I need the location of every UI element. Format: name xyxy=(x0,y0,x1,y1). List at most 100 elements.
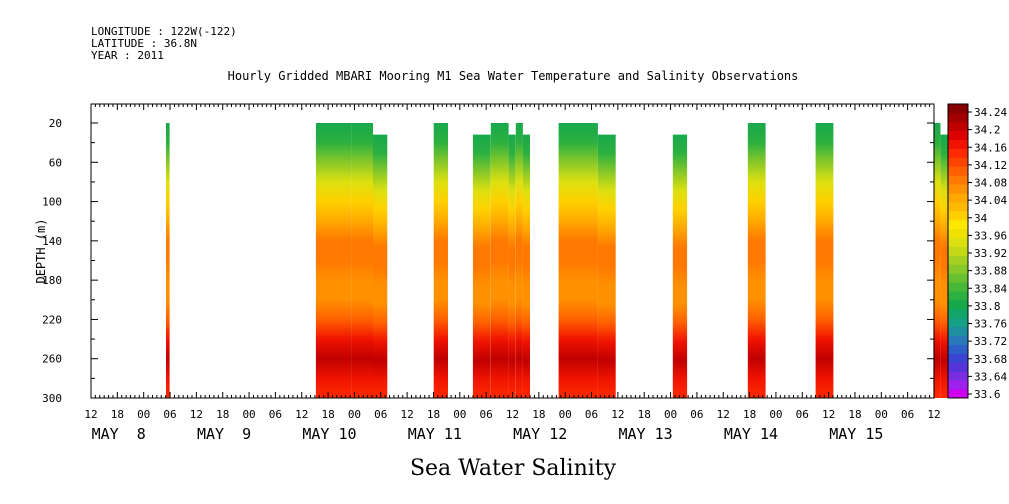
data-segment xyxy=(472,134,491,398)
colorbar-swatch xyxy=(948,210,968,221)
x-hour-label: 00 xyxy=(664,408,677,421)
x-hour-label: 06 xyxy=(901,408,914,421)
colorbar-swatch xyxy=(948,371,968,381)
colorbar-swatch xyxy=(948,175,968,185)
colorbar-swatch xyxy=(948,300,968,310)
data-segment xyxy=(672,134,688,398)
data-segment xyxy=(508,134,516,398)
colorbar-label: 34.16 xyxy=(974,141,1007,154)
colorbar-swatch xyxy=(948,130,968,141)
x-hour-label: 06 xyxy=(796,408,809,421)
colorbar-label: 33.64 xyxy=(974,370,1007,383)
colorbar-swatch xyxy=(948,166,968,176)
x-hour-label: 18 xyxy=(532,408,545,421)
year-label: YEAR : 2011 xyxy=(91,49,164,62)
x-hour-label: 12 xyxy=(190,408,203,421)
y-tick-label: 300 xyxy=(42,392,62,405)
x-date-label: MAY 9 xyxy=(197,425,251,443)
colorbar-swatch xyxy=(948,193,968,203)
x-date-label: MAY 14 xyxy=(724,425,778,443)
y-tick-label: 220 xyxy=(42,313,62,326)
colorbar-swatch xyxy=(948,273,968,283)
colorbar-swatch xyxy=(948,389,968,399)
colorbar-label: 34.12 xyxy=(974,159,1007,172)
colorbar-swatch xyxy=(948,255,968,265)
colorbar-swatch xyxy=(948,219,968,230)
x-hour-label: 12 xyxy=(84,408,97,421)
data-segment xyxy=(522,134,530,398)
x-hour-label: 18 xyxy=(111,408,124,421)
x-date-label: MAY 15 xyxy=(829,425,883,443)
x-hour-label: 12 xyxy=(401,408,414,421)
y-tick-label: 60 xyxy=(49,156,62,169)
colorbar-swatch xyxy=(948,264,968,274)
x-hour-label: 06 xyxy=(163,408,176,421)
colorbar-label: 33.68 xyxy=(974,353,1007,366)
x-date-label: MAY 11 xyxy=(408,425,462,443)
x-date-label: MAY 12 xyxy=(513,425,567,443)
x-date-label: MAY 10 xyxy=(302,425,356,443)
x-date-label: MAY 13 xyxy=(618,425,672,443)
colorbar-frame xyxy=(947,103,969,399)
plot-area xyxy=(166,123,955,398)
x-hour-label: 00 xyxy=(769,408,782,421)
colorbar-label: 33.88 xyxy=(974,265,1007,278)
colorbar-swatch xyxy=(948,308,968,319)
x-hour-label: 06 xyxy=(269,408,282,421)
x-hour-label: 12 xyxy=(506,408,519,421)
colorbar-swatch xyxy=(948,246,968,256)
colorbar-swatch xyxy=(948,335,968,345)
x-hour-label: 12 xyxy=(822,408,835,421)
longitude-label: LONGITUDE : 122W(-122) xyxy=(91,25,237,38)
colorbar-swatch xyxy=(948,282,968,292)
colorbar-swatch xyxy=(948,184,968,194)
data-segment xyxy=(933,123,941,398)
chart-title: Hourly Gridded MBARI Mooring M1 Sea Wate… xyxy=(228,69,799,83)
colorbar-label: 33.72 xyxy=(974,335,1007,348)
colorbar-swatch xyxy=(948,380,968,390)
x-hour-label: 18 xyxy=(321,408,334,421)
data-segment xyxy=(351,123,373,398)
colorbar-swatch xyxy=(948,353,968,363)
data-segment xyxy=(490,123,509,398)
colorbar-swatch xyxy=(948,326,968,337)
data-segment xyxy=(433,123,448,398)
colorbar-label: 33.96 xyxy=(974,229,1007,242)
colorbar-swatch xyxy=(948,362,968,372)
y-tick-label: 260 xyxy=(42,353,62,366)
colorbar-swatch xyxy=(948,228,968,239)
x-hour-label: 00 xyxy=(559,408,572,421)
colorbar-label: 34.04 xyxy=(974,194,1007,207)
colorbar-swatch xyxy=(948,139,968,149)
x-hour-label: 06 xyxy=(480,408,493,421)
colorbar-label: 33.92 xyxy=(974,247,1007,260)
x-hour-label: 00 xyxy=(242,408,255,421)
data-segment xyxy=(515,123,523,398)
colorbar-swatch xyxy=(948,121,968,132)
x-hour-label: 18 xyxy=(743,408,756,421)
colorbar-swatch xyxy=(948,202,968,212)
data-segment xyxy=(315,123,352,398)
variable-caption: Sea Water Salinity xyxy=(410,456,617,481)
colorbar-label: 33.76 xyxy=(974,318,1007,331)
data-segment xyxy=(747,123,766,398)
colorbar-swatch xyxy=(948,317,968,328)
x-hour-label: 00 xyxy=(875,408,888,421)
data-segment xyxy=(815,123,834,398)
y-axis-label: DEPTH (m) xyxy=(34,218,48,283)
latitude-label: LATITUDE : 36.8N xyxy=(91,37,197,50)
x-hour-label: 18 xyxy=(427,408,440,421)
y-axis: 20 60 100 140 180 220 260 300 xyxy=(42,117,934,405)
x-hour-label: 12 xyxy=(717,408,730,421)
x-hour-label: 18 xyxy=(638,408,651,421)
x-hour-label: 06 xyxy=(690,408,703,421)
x-date-label: MAY 8 xyxy=(92,425,146,443)
x-hour-label: 06 xyxy=(374,408,387,421)
y-tick-label: 180 xyxy=(42,274,62,287)
colorbar-swatch xyxy=(948,344,968,354)
x-hour-label: 00 xyxy=(453,408,466,421)
colorbar-label: 34.2 xyxy=(974,124,1001,137)
colorbar: 34.24 34.2 34.16 34.12 34.08 34.04 34 33.96 33.9… xyxy=(947,103,1007,401)
x-hour-label: 18 xyxy=(216,408,229,421)
x-hour-label: 12 xyxy=(295,408,308,421)
